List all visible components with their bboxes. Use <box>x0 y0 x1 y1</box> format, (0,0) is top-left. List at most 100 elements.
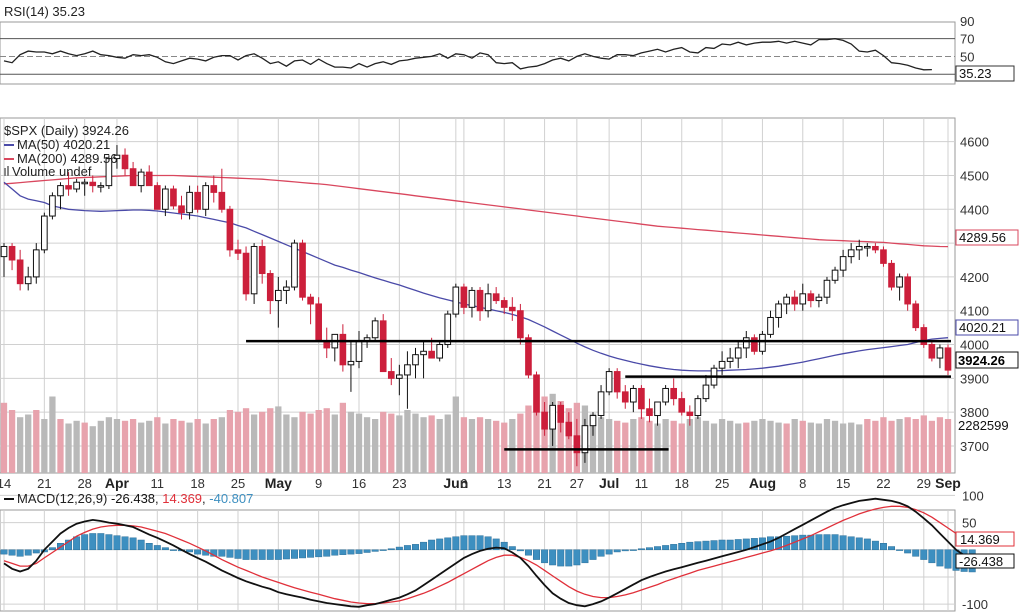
volume-bar <box>751 420 758 473</box>
candle-body <box>476 289 484 312</box>
candle-body <box>452 286 460 315</box>
macd-histogram-bar <box>428 539 436 551</box>
macd-histogram-bar <box>282 549 290 560</box>
candle-body <box>912 303 920 329</box>
signal-value-tag: 14.369 <box>955 531 1015 547</box>
volume-bar <box>533 390 540 473</box>
volume-bar <box>355 413 363 473</box>
volume-bar <box>113 419 121 473</box>
volume-bar <box>775 422 782 473</box>
candle-body <box>65 185 72 190</box>
volume-legend-label: Volume undef <box>12 164 92 179</box>
candle-body <box>396 374 403 379</box>
volume-value-tag: 2282599 <box>958 418 1009 433</box>
macd-histogram-bar <box>807 534 815 551</box>
volume-bars <box>0 390 952 473</box>
candle-body <box>242 252 250 295</box>
candle-body <box>839 256 847 271</box>
macd-grid <box>0 494 955 611</box>
macd-histogram-bar <box>436 538 444 551</box>
macd-indicator-label: MACD(12,26,9) <box>17 491 107 506</box>
price-title: $SPX (Daily) 3924.26 <box>4 123 129 138</box>
macd-histogram-bar <box>266 549 274 560</box>
volume-bar <box>864 419 871 473</box>
candle-body <box>387 371 395 379</box>
candle-body <box>670 387 677 400</box>
macd-histogram-bar <box>331 549 339 556</box>
candle-body <box>500 300 508 308</box>
macd-histogram-bar <box>637 548 645 551</box>
volume-bar <box>89 426 96 473</box>
macd-histogram-bar <box>161 547 169 551</box>
candle-body <box>121 154 129 170</box>
price-tick-label: 4200 <box>960 270 989 285</box>
candle-body <box>791 296 799 305</box>
macd-histogram-bar <box>815 534 823 551</box>
candlesticks <box>0 145 952 467</box>
volume-bar <box>589 413 597 473</box>
last-price-tag-box <box>955 351 1019 369</box>
macd-histogram-bar <box>936 549 944 567</box>
volume-bar <box>468 419 476 473</box>
candle-body <box>823 279 831 298</box>
candle-body <box>145 171 153 187</box>
candle-body <box>162 188 169 210</box>
candle-body <box>646 408 653 417</box>
volume-bar <box>210 419 217 473</box>
candle-body <box>581 425 589 454</box>
volume-bar <box>428 415 435 473</box>
candle-body <box>936 347 944 359</box>
volume-bar <box>565 408 572 473</box>
volume-bar <box>484 419 492 473</box>
macd-histogram-bar <box>299 549 307 559</box>
volume-bar <box>65 423 72 473</box>
macd-histogram-bar <box>420 541 428 551</box>
candle-body <box>258 245 266 275</box>
macd-histogram-bar <box>621 549 629 552</box>
price-tick-label: 4000 <box>960 338 989 353</box>
x-tick-label: Jul <box>599 475 619 491</box>
volume-bar <box>186 422 193 473</box>
macd-histogram-bar <box>492 538 500 551</box>
candle-body <box>541 411 548 430</box>
volume-bar <box>888 420 895 473</box>
rsi-grid <box>0 38 955 75</box>
candle-body <box>178 205 185 214</box>
candle-body <box>8 245 16 261</box>
macd-histogram-bar <box>831 534 839 551</box>
macd-histogram-bar <box>250 549 258 560</box>
candle-body <box>137 171 145 187</box>
candle-body <box>484 293 492 312</box>
candle-body <box>371 320 379 339</box>
volume-bar <box>735 423 742 473</box>
x-tick-label: Apr <box>105 475 130 491</box>
candle-body <box>97 185 105 188</box>
last-price-tag-label: 3924.26 <box>958 353 1005 368</box>
price-tick-label: 4600 <box>960 135 989 150</box>
candle-body <box>218 191 226 210</box>
candle-body <box>41 215 48 251</box>
candle-body <box>557 404 565 423</box>
candle-body <box>24 276 32 285</box>
volume-bar <box>81 422 88 473</box>
macd-histogram-bar <box>460 535 468 551</box>
volume-bar <box>517 413 524 473</box>
macd-histogram-bar <box>121 536 129 551</box>
volume-bar <box>307 413 314 473</box>
x-tick-label: 9 <box>315 476 322 491</box>
macd-histogram-bar <box>129 537 137 551</box>
candle-body <box>605 371 613 393</box>
volume-bar <box>299 411 306 473</box>
candle-body <box>630 387 637 403</box>
rsi-value-tag-label: 35.23 <box>959 66 992 81</box>
price-tick-label: 4100 <box>960 304 989 319</box>
x-tick-label: 13 <box>497 476 511 491</box>
macd-histogram-bar <box>928 549 936 564</box>
macd-histogram-bar <box>8 549 16 556</box>
volume-legend-swatch-bar <box>7 166 9 176</box>
macd-histogram-bar <box>218 549 226 557</box>
candle-body <box>226 208 234 251</box>
volume-bar <box>412 413 419 473</box>
volume-bar <box>791 419 798 473</box>
x-tick-label: 18 <box>190 476 204 491</box>
